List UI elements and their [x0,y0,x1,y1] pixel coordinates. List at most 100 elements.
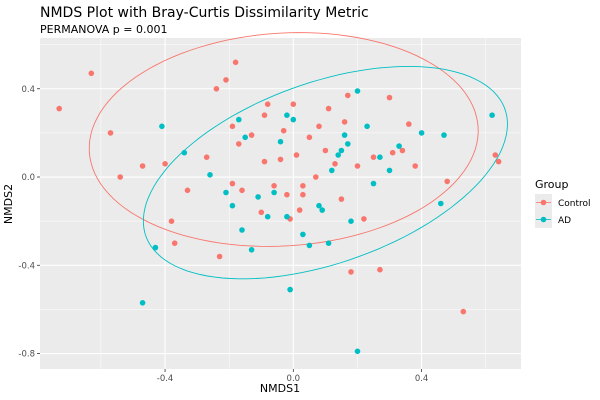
point-ad [341,132,348,138]
chart-title: NMDS Plot with Bray-Curtis Dissimilarity… [40,5,369,21]
point-control [341,119,348,125]
point-ad [377,154,383,160]
point-control [332,161,338,167]
point-control [290,101,297,107]
point-ad [319,207,326,213]
point-ad [242,134,248,141]
point-ad [181,149,188,156]
point-control [316,123,322,130]
point-control [271,183,277,189]
point-control [361,216,367,222]
point-control [223,77,229,83]
legend-title: Group [535,178,569,191]
y-tick-label: -0.4 [18,261,35,271]
point-ad [370,180,377,187]
ellipse-control [88,32,479,247]
point-control [213,86,220,92]
y-tick-label: -0.8 [18,350,35,360]
x-axis-title: NMDS1 [260,382,300,395]
legend-key-control-dot [540,199,547,206]
point-control [258,209,265,216]
y-axis-title: NMDS2 [2,184,15,224]
point-control [399,147,406,154]
point-ad [264,213,271,220]
point-ad [354,88,361,94]
point-ad [306,242,313,249]
point-control [284,191,290,198]
point-ad [441,132,447,138]
point-ad [139,300,146,306]
scatter-points [56,59,502,355]
point-ad [287,286,293,293]
point-ad [345,141,351,147]
point-control [277,156,284,163]
point-control [216,253,223,260]
x-tick-label: -0.4 [157,374,174,384]
point-control [300,191,306,198]
point-ad [396,143,402,149]
legend-key-ad-dot [540,216,547,223]
point-control [56,105,62,112]
point-control [280,127,287,134]
point-control [354,163,361,169]
point-control [406,121,412,127]
x-tick-label: 0.0 [287,374,301,384]
point-ad [335,152,342,158]
point-control [239,187,245,194]
point-control [345,92,351,99]
legend-label-control: Control [558,199,591,209]
point-ad [354,348,361,355]
point-control [261,158,268,165]
point-ad [159,123,165,130]
ellipse-ad [142,65,508,280]
point-ad [329,167,335,174]
point-ad [338,147,345,154]
point-ad [300,231,306,238]
legend-label-ad: AD [558,216,571,226]
point-control [88,70,95,77]
point-control [293,152,300,158]
point-control [338,196,345,202]
point-ad [284,112,290,118]
point-ad [236,116,242,123]
point-control [495,158,502,165]
point-control [229,180,236,187]
point-control [107,130,114,136]
point-control [492,152,499,158]
y-tick-label: 0.4 [21,85,35,95]
point-control [229,123,236,130]
point-control [386,94,393,101]
point-control [171,240,178,246]
point-ad [271,189,277,196]
point-control [412,163,419,169]
point-control [444,178,451,185]
point-ad [284,213,290,220]
point-control [168,218,175,224]
point-control [203,154,210,160]
y-tick-label: 0.0 [21,173,35,183]
point-ad [277,138,284,145]
point-ad [438,200,444,207]
point-control [370,154,377,160]
point-ad [290,116,297,123]
point-ad [489,112,495,118]
point-ad [255,194,261,200]
point-ad [364,123,370,130]
point-ad [386,167,393,174]
point-control [232,59,239,66]
chart-subtitle: PERMANOVA p = 0.001 [40,23,167,36]
point-ad [229,202,236,209]
point-control [348,269,354,275]
point-control [117,174,123,180]
point-ad [248,247,255,253]
point-control [306,134,313,141]
point-control [264,101,271,107]
point-control [139,163,146,169]
point-ad [207,172,213,178]
y-axis-ticks: -0.8 -0.4 0.0 0.4 [18,85,40,360]
point-control [325,105,332,112]
point-control [184,187,191,194]
x-tick-label: 0.4 [415,374,429,384]
point-control [296,207,303,213]
point-control [460,308,467,315]
